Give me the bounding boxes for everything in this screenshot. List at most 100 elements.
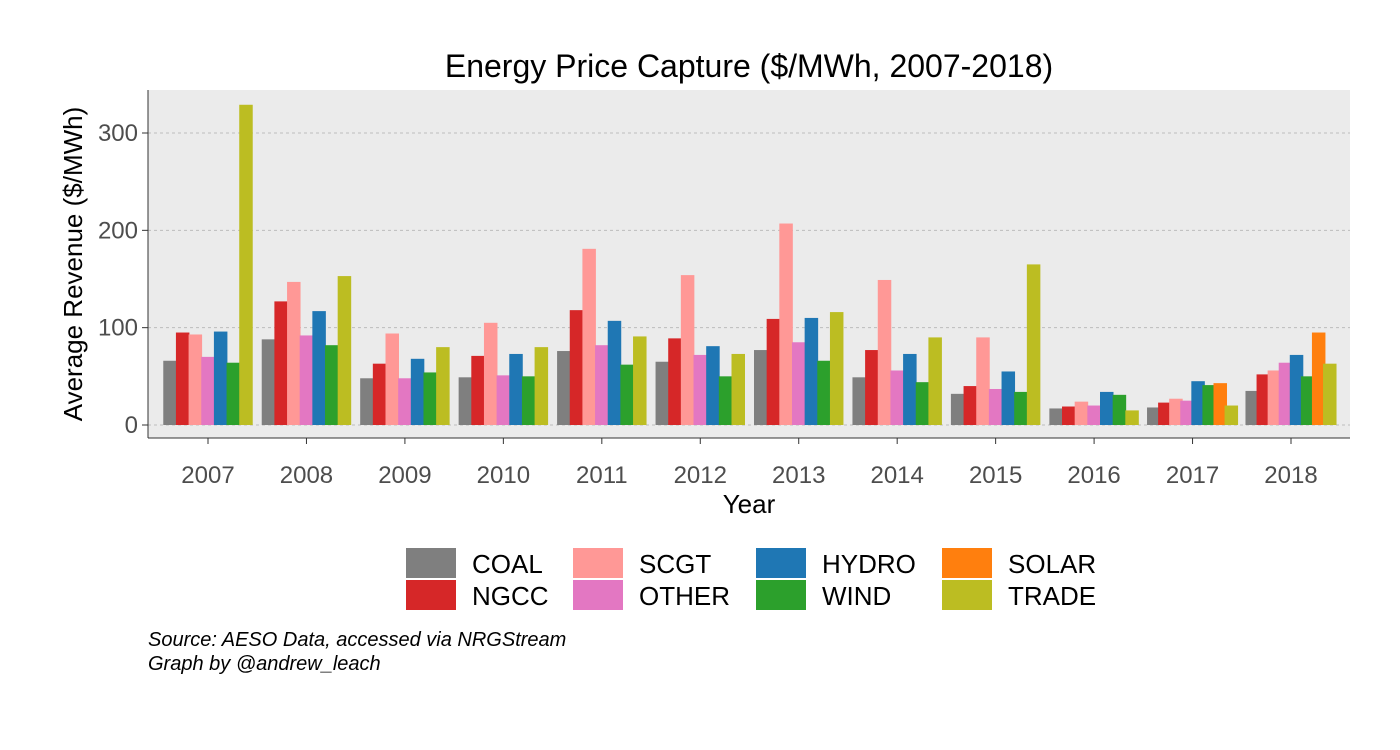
- bar-hydro-2013: [804, 317, 819, 425]
- bar-hydro-2011: [607, 320, 622, 425]
- caption-credit: Graph by @andrew_leach: [148, 653, 381, 675]
- legend-label-ngcc: NGCC: [472, 581, 549, 611]
- bar-wind-2013: [817, 360, 831, 425]
- bar-hydro-2007: [213, 331, 228, 425]
- x-tick-label: 2015: [969, 462, 1022, 489]
- bar-ngcc-2014: [865, 350, 879, 425]
- bar-wind-2010: [521, 376, 536, 425]
- legend-swatch-scgt: [573, 548, 623, 578]
- bar-other-2013: [791, 342, 806, 425]
- bar-scgt-2018: [1267, 370, 1282, 425]
- y-axis-ticks: 0 100 200 300: [98, 120, 148, 439]
- legend: COAL SCGT HYDRO SOLAR NGCC OTHER WIND TRADE: [406, 548, 1096, 611]
- bar-trade-2018: [1323, 363, 1337, 425]
- bar-ngcc-2010: [471, 355, 485, 425]
- bar-trade-2013: [829, 312, 844, 425]
- bar-wind-2016: [1112, 394, 1127, 425]
- bar-hydro-2015: [1001, 371, 1016, 425]
- bar-ngcc-2017: [1158, 402, 1172, 425]
- x-axis-ticks: 2007 2008 2009 2010 2011 2012 2013 2014 2015 2016…: [181, 438, 1318, 489]
- x-tick-label: 2010: [477, 462, 530, 489]
- bar-ngcc-2016: [1062, 406, 1076, 425]
- bar-trade-2015: [1026, 264, 1041, 425]
- y-tick-label: 300: [98, 120, 138, 147]
- bar-hydro-2017: [1191, 381, 1205, 425]
- bar-hydro-2018: [1289, 354, 1304, 425]
- bar-scgt-2011: [582, 248, 596, 425]
- legend-swatch-wind: [756, 580, 806, 610]
- bar-wind-2007: [226, 362, 241, 425]
- bar-hydro-2008: [312, 311, 326, 425]
- bar-wind-2008: [325, 345, 339, 425]
- bar-hydro-2009: [410, 358, 425, 425]
- x-tick-label: 2011: [576, 462, 628, 489]
- bar-coal-2016: [1049, 408, 1063, 425]
- bar-ngcc-2009: [372, 363, 387, 425]
- bar-scgt-2014: [877, 279, 892, 425]
- x-tick-label: 2012: [674, 462, 727, 489]
- legend-label-wind: WIND: [822, 581, 891, 611]
- bar-wind-2012: [718, 376, 733, 425]
- bar-wind-2015: [1014, 391, 1028, 425]
- bar-hydro-2014: [903, 353, 917, 425]
- bar-coal-2017: [1147, 407, 1161, 425]
- bar-hydro-2012: [706, 346, 720, 425]
- legend-swatch-solar: [942, 548, 992, 578]
- legend-swatch-ngcc: [406, 580, 456, 610]
- bar-wind-2014: [915, 382, 930, 425]
- bar-scgt-2012: [680, 275, 695, 425]
- x-tick-label: 2008: [280, 462, 333, 489]
- bar-scgt-2007: [188, 334, 203, 425]
- bar-trade-2010: [534, 347, 549, 425]
- bar-other-2012: [693, 354, 708, 425]
- x-tick-label: 2018: [1264, 462, 1317, 489]
- y-tick-label: 0: [125, 412, 138, 439]
- bar-wind-2018: [1300, 376, 1315, 425]
- legend-swatch-coal: [406, 548, 456, 578]
- bar-ngcc-2012: [668, 338, 682, 425]
- bar-trade-2016: [1125, 410, 1139, 425]
- bar-hydro-2010: [509, 353, 523, 425]
- bar-trade-2014: [928, 337, 942, 425]
- bar-trade-2007: [239, 104, 253, 426]
- bar-other-2010: [496, 375, 511, 425]
- y-tick-label: 100: [98, 315, 138, 342]
- bar-other-2007: [201, 356, 215, 425]
- bar-hydro-2016: [1100, 391, 1114, 425]
- bar-other-2018: [1278, 362, 1293, 425]
- bar-ngcc-2015: [963, 386, 978, 425]
- bar-ngcc-2018: [1256, 374, 1271, 425]
- bar-wind-2017: [1202, 385, 1216, 425]
- bar-other-2008: [299, 335, 314, 425]
- y-tick-label: 200: [98, 217, 138, 244]
- x-tick-label: 2016: [1067, 462, 1120, 489]
- bar-other-2016: [1087, 405, 1101, 425]
- bar-other-2014: [890, 370, 904, 425]
- chart-title: Energy Price Capture ($/MWh, 2007-2018): [445, 48, 1053, 84]
- bar-solar-2018: [1311, 332, 1326, 425]
- bar-scgt-2016: [1074, 401, 1089, 425]
- legend-label-scgt: SCGT: [639, 549, 711, 579]
- bar-other-2017: [1180, 400, 1194, 425]
- x-tick-label: 2014: [870, 462, 923, 489]
- bar-solar-2017: [1213, 383, 1227, 425]
- x-tick-label: 2017: [1166, 462, 1219, 489]
- bar-scgt-2010: [483, 322, 498, 425]
- bar-other-2011: [595, 345, 609, 425]
- bar-scgt-2015: [976, 337, 990, 425]
- bar-coal-2018: [1245, 390, 1259, 425]
- bar-coal-2008: [261, 339, 276, 425]
- bar-scgt-2017: [1169, 398, 1183, 425]
- x-tick-label: 2013: [772, 462, 825, 489]
- bar-trade-2011: [633, 336, 647, 425]
- legend-swatch-trade: [942, 580, 992, 610]
- x-axis-title: Year: [723, 489, 776, 519]
- bar-other-2009: [398, 378, 412, 425]
- bars: [163, 104, 1337, 426]
- bar-trade-2017: [1224, 405, 1239, 425]
- bar-trade-2009: [436, 347, 450, 425]
- legend-swatch-hydro: [756, 548, 806, 578]
- bar-other-2015: [988, 388, 1003, 425]
- bar-scgt-2009: [385, 333, 399, 425]
